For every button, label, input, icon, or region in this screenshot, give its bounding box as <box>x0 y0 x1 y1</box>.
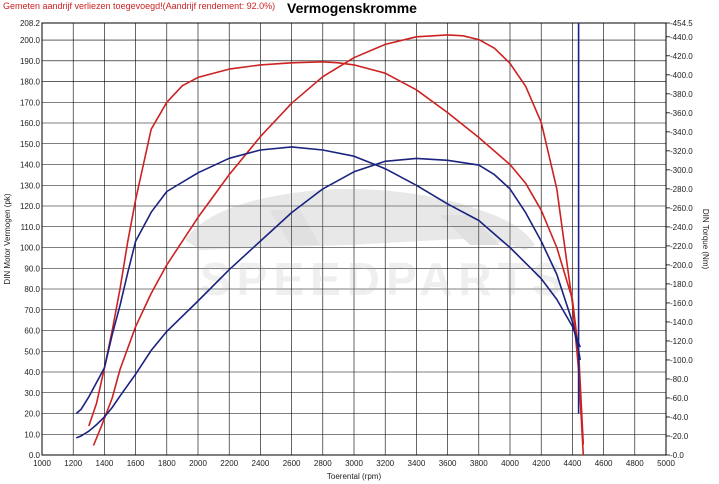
y2-tick-label: -220.0 <box>670 242 693 251</box>
y2-tick-label: -340.0 <box>670 128 693 137</box>
y-tick-label: 90.0 <box>24 264 40 273</box>
y-tick-label: 70.0 <box>24 306 40 315</box>
x-tick-label: 3800 <box>470 459 488 468</box>
y2-tick-label: -400.0 <box>670 71 693 80</box>
y-tick-label: 120.0 <box>20 202 41 211</box>
y2-tick-label: -420.0 <box>670 52 693 61</box>
y-tick-label: 190.0 <box>20 57 41 66</box>
y-tick-label: 170.0 <box>20 98 41 107</box>
x-tick-label: 2400 <box>252 459 270 468</box>
y2-tick-label: -260.0 <box>670 204 693 213</box>
measurement-note: Gemeten aandrijf verliezen toegevoegd!(A… <box>3 1 276 11</box>
x-tick-label: 1000 <box>33 459 51 468</box>
y2-tick-label: -160.0 <box>670 299 693 308</box>
y2-tick-label: -20.0 <box>670 432 689 441</box>
x-tick-label: 1400 <box>96 459 114 468</box>
y-tick-label: 150.0 <box>20 140 41 149</box>
y2-tick-label: -100.0 <box>670 356 693 365</box>
x-tick-label: 2600 <box>283 459 301 468</box>
series-line-3 <box>76 157 581 439</box>
x-tick-label: 4400 <box>564 459 582 468</box>
y2-tick-label: -454.5 <box>670 19 693 28</box>
series-line-0 <box>88 60 585 445</box>
x-tick-label: 4800 <box>626 459 644 468</box>
y-tick-label: 110.0 <box>21 223 41 232</box>
plot-frame <box>41 22 667 456</box>
y2-tick-label: -180.0 <box>670 280 693 289</box>
y2-tick-label: -240.0 <box>670 223 693 232</box>
x-tick-label: 5000 <box>657 459 675 468</box>
series-line-2 <box>75 146 581 415</box>
x-tick-label: 4200 <box>532 459 550 468</box>
x-tick-label: 4600 <box>595 459 613 468</box>
y-tick-label: 100.0 <box>20 244 41 253</box>
x-tick-label: 3600 <box>439 459 457 468</box>
y-tick-label: 10.0 <box>24 430 40 439</box>
right-axis-ticks: -0.0 -20.0 -40.0 -60.0 -80.0 -100.0 -120.0 -140… <box>666 19 693 460</box>
y-tick-label: 20.0 <box>24 410 40 419</box>
y-tick-label: 40.0 <box>24 368 40 377</box>
y-axis-label: DIN Motor Vermogen (pk) <box>3 193 12 284</box>
y2-tick-label: -280.0 <box>670 185 693 194</box>
x-tick-label: 1600 <box>127 459 145 468</box>
y-tick-label: 140.0 <box>20 161 41 170</box>
x-axis-label: Toerental (rpm) <box>327 472 382 481</box>
y2-tick-label: -300.0 <box>670 166 693 175</box>
x-axis-ticks: 1000 1200 1400 1600 1800 2000 2200 2400 2600 2800… <box>33 459 675 468</box>
y-tick-label: 60.0 <box>24 327 40 336</box>
plot-border <box>41 22 667 456</box>
y-tick-label: 200.0 <box>20 36 41 45</box>
y-tick-label: 50.0 <box>24 347 40 356</box>
x-tick-label: 2000 <box>189 459 207 468</box>
x-tick-label: 2800 <box>314 459 332 468</box>
x-tick-label: 4000 <box>501 459 519 468</box>
y2-tick-label: -320.0 <box>670 147 693 156</box>
x-tick-label: 3400 <box>408 459 426 468</box>
y2-tick-label: -40.0 <box>670 413 689 422</box>
y-tick-label: 130.0 <box>20 181 41 190</box>
y2-tick-label: -380.0 <box>670 90 693 99</box>
y2-tick-label: -0.0 <box>670 451 684 460</box>
y-tick-label: 30.0 <box>24 389 40 398</box>
x-tick-label: 1800 <box>158 459 176 468</box>
y2-tick-label: -60.0 <box>670 394 689 403</box>
y2-tick-label: -120.0 <box>670 337 693 346</box>
car-watermark: SPEEDPARTS <box>185 189 568 305</box>
y2-tick-label: -140.0 <box>670 318 693 327</box>
y2-tick-label: -80.0 <box>670 375 689 384</box>
x-tick-label: 2200 <box>220 459 238 468</box>
left-axis-ticks: 0.0 10.0 20.0 30.0 40.0 50.0 60.0 70.0 80.0 90.0 1… <box>20 19 41 460</box>
y-tick-label: 0.0 <box>29 451 41 460</box>
y-tick-label: 80.0 <box>24 285 40 294</box>
svg-text:SPEEDPARTS: SPEEDPARTS <box>200 253 568 305</box>
series-line-1 <box>92 34 585 456</box>
x-tick-label: 1200 <box>64 459 82 468</box>
x-tick-label: 3200 <box>376 459 394 468</box>
y2-tick-label: -200.0 <box>670 261 693 270</box>
y-tick-label: 180.0 <box>20 78 41 87</box>
chart-title: Vermogenskromme <box>287 0 417 16</box>
y2-axis-label: DIN Torque (Nm) <box>701 209 710 270</box>
x-tick-label: 3000 <box>345 459 363 468</box>
y-tick-label: 208.2 <box>20 19 41 28</box>
y2-tick-label: -360.0 <box>670 109 693 118</box>
y-tick-label: 160.0 <box>20 119 41 128</box>
y2-tick-label: -440.0 <box>670 33 693 42</box>
data-series <box>75 23 585 456</box>
